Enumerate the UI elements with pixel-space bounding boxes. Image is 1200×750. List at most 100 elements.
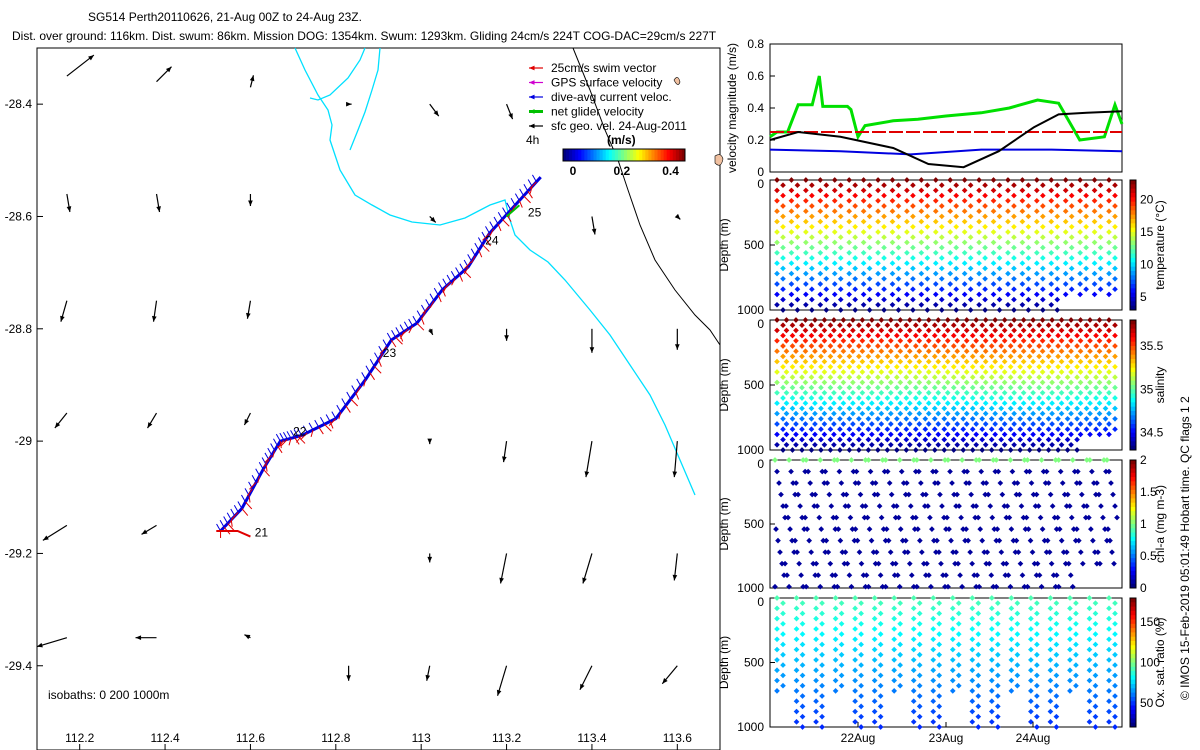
colorbar-cell xyxy=(642,149,646,161)
profile-point xyxy=(1102,415,1109,422)
profile-point xyxy=(856,405,862,412)
profile-point xyxy=(1083,457,1090,463)
profile-point xyxy=(1102,526,1108,532)
profile-point xyxy=(912,343,919,349)
profile-point xyxy=(788,260,795,267)
profile-point xyxy=(818,332,824,339)
profile-colorbar-cell xyxy=(1130,441,1136,447)
profile-point xyxy=(1091,177,1098,183)
profile-point xyxy=(831,270,838,277)
profile-point xyxy=(871,657,878,663)
profile-point xyxy=(969,332,976,339)
profile-point xyxy=(1038,583,1045,590)
profile-point xyxy=(831,239,838,246)
profile-colorbar-cell xyxy=(1130,415,1136,421)
profile-point xyxy=(916,651,923,658)
profile-point xyxy=(1001,317,1008,323)
profile-point xyxy=(969,646,976,653)
profile-point xyxy=(837,395,843,401)
profile-point xyxy=(1033,249,1040,256)
profile-point xyxy=(982,307,988,313)
swim-vector xyxy=(451,278,456,286)
profile-point xyxy=(935,400,942,407)
profile-point xyxy=(1053,610,1060,617)
profile-point xyxy=(817,208,824,215)
profile-point xyxy=(809,275,815,282)
profile-point xyxy=(819,631,825,637)
profile-point xyxy=(852,526,859,532)
profile-point xyxy=(938,286,945,293)
profile-point xyxy=(888,327,894,334)
profile-point xyxy=(875,177,881,183)
profile-point xyxy=(1011,265,1017,272)
profile-point xyxy=(1001,421,1008,427)
profile-point xyxy=(1061,491,1068,498)
profile-point xyxy=(1068,275,1075,282)
profile-colorbar-cell xyxy=(1130,411,1136,416)
profile-point xyxy=(803,187,809,194)
profile-point xyxy=(1106,229,1112,235)
dac-vector xyxy=(331,411,337,419)
profile-point xyxy=(1083,203,1089,209)
profile-point xyxy=(852,213,859,220)
profile-point xyxy=(824,480,831,486)
profile-point xyxy=(889,249,896,256)
profile-point xyxy=(832,615,839,622)
profile-point xyxy=(1086,626,1093,632)
profile-point xyxy=(988,395,995,401)
profile-point xyxy=(837,447,843,453)
profile-point xyxy=(1058,441,1065,448)
profile-point xyxy=(935,369,942,375)
profile-point xyxy=(1058,537,1065,544)
profile-point xyxy=(780,182,786,189)
profile-point xyxy=(897,421,904,427)
profile-point xyxy=(938,255,945,261)
profile-point xyxy=(895,182,902,189)
geo-velocity-arrow-head xyxy=(672,471,678,478)
profile-point xyxy=(1064,436,1071,443)
profile-point xyxy=(881,255,887,261)
profile-point xyxy=(794,223,801,230)
profile-point xyxy=(1047,677,1054,684)
profile-point xyxy=(888,379,894,386)
dac-vector xyxy=(241,494,246,503)
profile-point xyxy=(877,600,884,606)
profile-point xyxy=(1096,327,1103,334)
profile-point xyxy=(1011,234,1017,241)
profile-point xyxy=(846,187,853,194)
profile-point xyxy=(850,431,856,438)
profile-point xyxy=(1034,724,1040,730)
profile-point xyxy=(865,322,872,329)
profile-point xyxy=(866,244,873,251)
profile-point xyxy=(872,480,879,486)
dac-vector xyxy=(346,391,352,400)
profile-point xyxy=(1028,657,1034,663)
profile-point xyxy=(785,514,791,521)
profile-point xyxy=(1103,468,1109,475)
profile-point xyxy=(780,405,786,412)
profile-point xyxy=(903,415,910,422)
profile-point xyxy=(1048,301,1055,308)
profile-point xyxy=(856,436,862,443)
profile-point xyxy=(846,239,853,246)
profile-point xyxy=(979,415,986,422)
profile-point xyxy=(1047,657,1054,663)
profile-point xyxy=(799,395,805,401)
profile-point xyxy=(1017,343,1023,349)
profile-point xyxy=(780,213,786,220)
profile-point xyxy=(990,177,997,183)
profile-colorbar-tick-label: 5 xyxy=(1140,290,1147,304)
profile-point xyxy=(1074,447,1080,453)
profile-point xyxy=(996,244,1003,251)
swim-vector xyxy=(288,438,292,446)
profile-point xyxy=(955,600,962,606)
profile-point xyxy=(1011,400,1017,407)
profile-point xyxy=(986,560,993,567)
profile-point xyxy=(975,672,982,679)
swim-vector xyxy=(497,223,502,232)
colorbar-cell xyxy=(572,149,576,161)
profile-point xyxy=(850,400,856,407)
profile-point xyxy=(928,457,934,463)
profile-point xyxy=(783,358,790,365)
profile-point xyxy=(1087,369,1093,375)
